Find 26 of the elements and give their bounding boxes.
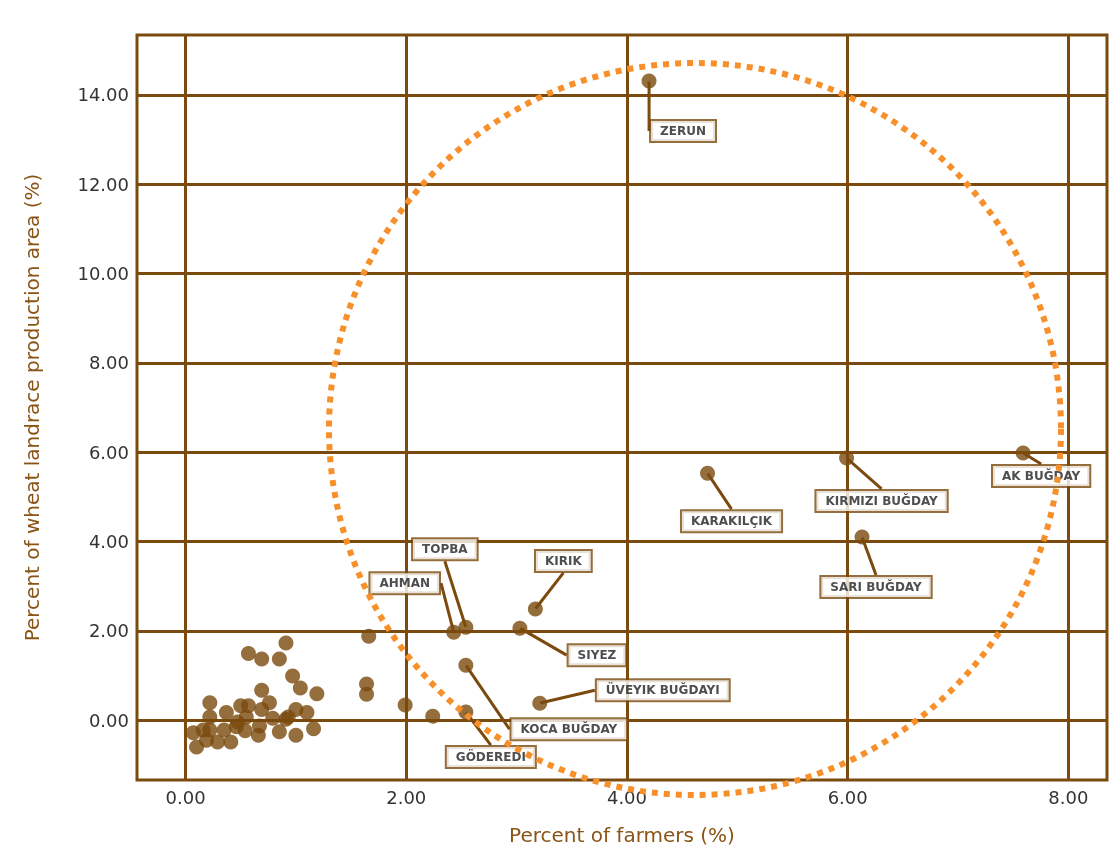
y-tick-label: 14.00 xyxy=(77,84,129,106)
y-tick-label: 0.00 xyxy=(88,709,129,731)
annotation: KIRIK xyxy=(544,553,583,568)
annotation: AK BUĞDAY xyxy=(1001,468,1081,484)
annotation: TOPBA xyxy=(422,542,469,557)
y-tick-label: 4.00 xyxy=(88,530,129,552)
annotation: KOCA BUĞDAY xyxy=(520,721,618,737)
x-axis-title: Percent of farmers (%) xyxy=(509,823,735,847)
annotation: SIYEZ xyxy=(577,648,617,663)
y-tick-label: 2.00 xyxy=(88,620,129,642)
annotation: KIRMIZI BUĞDAY xyxy=(825,492,939,508)
annotation: AHMAN xyxy=(379,576,431,591)
annotation: SARI BUĞDAY xyxy=(830,579,922,595)
y-tick-label: 10.00 xyxy=(77,263,129,285)
annotation: GÖDEREDI xyxy=(455,749,526,765)
x-tick-label: 8.00 xyxy=(1048,786,1089,808)
annotation: KARAKILÇIK xyxy=(690,514,773,529)
x-tick-label: 6.00 xyxy=(827,786,868,808)
x-tick-label: 2.00 xyxy=(386,786,427,808)
x-tick-label: 0.00 xyxy=(165,786,206,808)
y-tick-label: 12.00 xyxy=(77,173,129,195)
y-axis-title: Percent of wheat landrace production area (%) xyxy=(20,173,44,642)
annotation: ÜVEYIK BUĞDAYI xyxy=(605,682,720,698)
annotation: ZERUN xyxy=(660,124,707,138)
y-tick-label: 6.00 xyxy=(88,441,129,463)
y-tick-label: 8.00 xyxy=(88,352,129,374)
